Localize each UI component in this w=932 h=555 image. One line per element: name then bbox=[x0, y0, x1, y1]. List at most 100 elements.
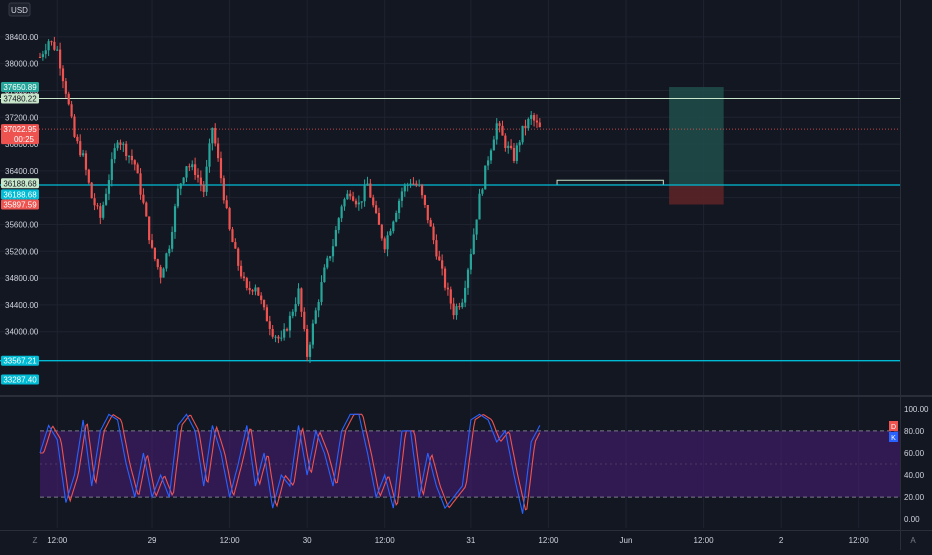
candle-body bbox=[498, 123, 501, 126]
candle-body bbox=[311, 323, 314, 345]
stochastic-legend-label: D bbox=[891, 424, 896, 431]
candle-body bbox=[139, 173, 142, 195]
candle-body bbox=[179, 183, 182, 189]
candle-body bbox=[254, 287, 257, 292]
currency-badge-box[interactable] bbox=[8, 2, 31, 17]
candle-body bbox=[515, 145, 518, 161]
candle-body bbox=[487, 160, 490, 166]
candle-body bbox=[38, 56, 42, 58]
candle-body bbox=[389, 231, 392, 236]
price-tag-countdown: 00:25 bbox=[14, 135, 35, 144]
price-tag-box bbox=[1, 199, 39, 210]
drawing-tools[interactable] bbox=[556, 87, 724, 205]
candle-body bbox=[162, 268, 165, 278]
candle-body bbox=[314, 310, 317, 324]
candle-body bbox=[159, 267, 162, 278]
candle-body bbox=[512, 147, 516, 161]
candle-body bbox=[41, 54, 44, 58]
candle-body bbox=[464, 287, 467, 303]
price-axis-tick-label: 35600.00 bbox=[5, 220, 39, 229]
candle-body bbox=[495, 123, 498, 140]
candle-body bbox=[426, 204, 429, 221]
candle-body bbox=[429, 220, 432, 227]
candle-body bbox=[369, 183, 372, 198]
candle-body bbox=[242, 276, 246, 279]
price-tag-box bbox=[1, 355, 39, 366]
timezone-icon[interactable]: Z bbox=[33, 536, 38, 545]
candle-body bbox=[142, 194, 145, 203]
stochastic-legend-label: K bbox=[891, 435, 896, 442]
candle-body bbox=[265, 307, 269, 322]
candle-body bbox=[509, 145, 513, 148]
currency-badge[interactable]: USD bbox=[8, 2, 31, 17]
candle-body bbox=[231, 229, 234, 243]
candle-body bbox=[420, 184, 424, 196]
candle-body bbox=[323, 267, 326, 283]
candle-body bbox=[257, 287, 260, 296]
candle-body bbox=[153, 247, 157, 260]
candle-body bbox=[99, 206, 102, 218]
timezone-glyph[interactable]: Z bbox=[33, 536, 38, 545]
candle-body bbox=[438, 256, 441, 261]
candle-body bbox=[205, 166, 208, 192]
candle-body bbox=[317, 302, 320, 311]
candle-body bbox=[70, 104, 73, 117]
candle-body bbox=[363, 185, 366, 202]
candle-body bbox=[225, 200, 228, 209]
candle-body bbox=[283, 329, 286, 338]
candle-body bbox=[412, 183, 415, 185]
candle-body bbox=[397, 200, 401, 213]
candle-body bbox=[297, 288, 300, 305]
candle-body bbox=[466, 269, 470, 288]
candle-body bbox=[191, 164, 194, 168]
horizontal-levels[interactable] bbox=[0, 97, 900, 362]
stochastic-axis-tick-label: 20.00 bbox=[904, 493, 925, 502]
candle-body bbox=[492, 139, 495, 151]
long-position-target-zone[interactable] bbox=[669, 87, 724, 186]
candle-body bbox=[518, 142, 521, 146]
price-tag-box bbox=[1, 82, 39, 93]
price-tag-label: 33567.21 bbox=[3, 357, 37, 366]
time-axis-tick-label: 2 bbox=[779, 536, 784, 545]
candle-body bbox=[360, 201, 363, 203]
candle-body bbox=[271, 328, 274, 337]
candle-body bbox=[329, 256, 332, 259]
candle-body bbox=[239, 265, 243, 277]
candle-body bbox=[346, 193, 349, 200]
candle-body bbox=[90, 182, 93, 199]
price-tag-box bbox=[1, 178, 39, 189]
candle-body bbox=[469, 254, 472, 270]
price-tag-label: 37480.22 bbox=[3, 94, 37, 103]
long-position-stop-zone[interactable] bbox=[669, 185, 724, 205]
candle-body bbox=[377, 212, 381, 225]
stochastic-axis-tick-label: 0.00 bbox=[904, 515, 920, 524]
axes: 34000.00 34400.00 34800.00 35200.00 35600.00… bbox=[5, 33, 929, 545]
currency-label[interactable]: USD bbox=[11, 6, 28, 15]
auto-scale-button[interactable]: A bbox=[910, 536, 916, 545]
candle-body bbox=[340, 206, 343, 219]
price-tag-label: 36188.68 bbox=[3, 190, 37, 199]
candle-body bbox=[406, 184, 409, 186]
candle-body bbox=[171, 231, 174, 249]
candle-body bbox=[349, 193, 352, 197]
candle-body bbox=[87, 169, 90, 183]
candle-body bbox=[262, 300, 266, 308]
price-axis-tick-label: 36800.00 bbox=[5, 140, 39, 149]
candle-body bbox=[107, 180, 111, 194]
time-axis-tick-label: 12:00 bbox=[694, 536, 715, 545]
auto-scale-glyph[interactable]: A bbox=[910, 536, 916, 545]
candle-body bbox=[182, 177, 185, 184]
candle-body bbox=[196, 174, 200, 178]
candle-body bbox=[343, 199, 346, 207]
candle-body bbox=[216, 143, 220, 159]
candle-body bbox=[383, 238, 386, 250]
candle-body bbox=[222, 178, 225, 201]
price-tag-label: 37650.89 bbox=[3, 83, 37, 92]
candle-body bbox=[214, 127, 217, 144]
candle-body bbox=[446, 287, 450, 290]
candle-body bbox=[93, 198, 96, 206]
candle-body bbox=[148, 216, 151, 241]
